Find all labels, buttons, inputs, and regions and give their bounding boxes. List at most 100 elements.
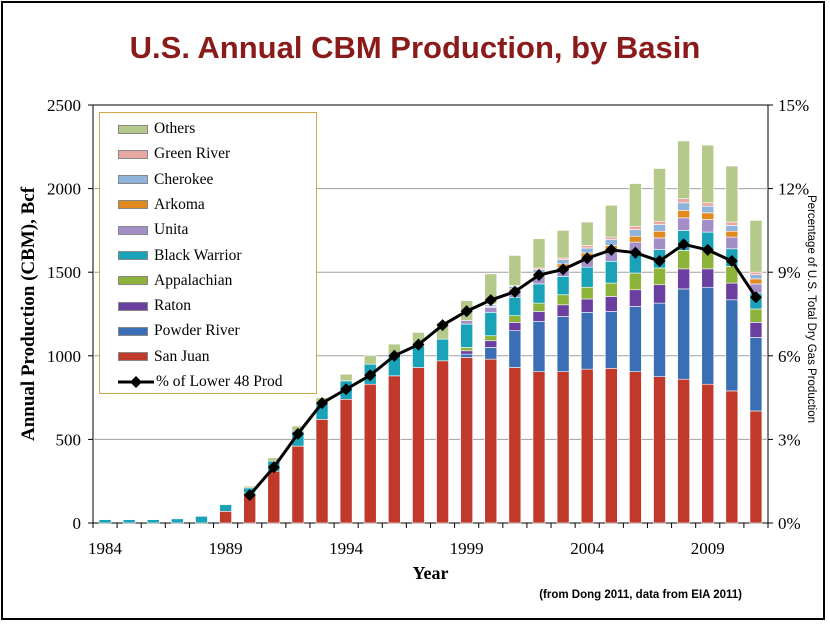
legend-swatch xyxy=(118,149,148,159)
legend-item-others: Others xyxy=(118,117,195,141)
bar-unita xyxy=(653,237,666,250)
bar-raton xyxy=(677,268,690,290)
bar-san-juan xyxy=(388,375,401,524)
y2-tick-label: 12% xyxy=(778,180,809,199)
bar-black-warrior xyxy=(532,283,546,304)
bar-san-juan xyxy=(701,383,715,524)
legend-label: Powder River xyxy=(154,322,240,340)
bar-cherokee xyxy=(749,274,763,280)
bar-san-juan xyxy=(605,368,618,524)
y-tick-label: 2500 xyxy=(47,96,81,115)
bar-san-juan xyxy=(460,357,473,524)
x-tick-label: 1989 xyxy=(209,539,243,558)
bar-san-juan xyxy=(219,510,232,524)
bar-black-warrior xyxy=(171,518,184,524)
pct-lower48-point xyxy=(532,268,545,281)
bar-others xyxy=(605,205,618,238)
x-tick-label: 2004 xyxy=(570,539,605,558)
legend-line-marker xyxy=(118,375,156,389)
bar-appalachian xyxy=(605,282,618,297)
bar-powder-river xyxy=(532,321,546,372)
bar-arkoma xyxy=(725,230,739,238)
pct-lower48-point xyxy=(316,397,329,410)
bar-appalachian xyxy=(677,250,690,270)
bar-arkoma xyxy=(749,278,763,285)
pct-lower48-point xyxy=(364,369,377,382)
legend-label: % of Lower 48 Prod xyxy=(156,373,283,390)
legend-item-san-juan: San Juan xyxy=(118,345,210,369)
bar-san-juan xyxy=(363,383,377,524)
bar-green-river xyxy=(701,202,715,207)
legend-label: Green River xyxy=(154,145,231,163)
bar-black-warrior xyxy=(195,516,208,524)
bar-black-warrior xyxy=(436,338,449,362)
bar-cherokee xyxy=(677,202,690,211)
bar-raton xyxy=(725,282,739,301)
legend-swatch xyxy=(118,276,148,286)
bar-raton xyxy=(605,296,618,312)
legend-item-raton: Raton xyxy=(118,294,191,318)
bar-appalachian xyxy=(749,308,763,323)
bar-unita xyxy=(725,236,739,250)
bar-san-juan xyxy=(580,368,594,524)
bar-cherokee xyxy=(653,224,666,232)
bar-powder-river xyxy=(701,286,715,385)
legend-item-cherokee: Cherokee xyxy=(118,168,213,192)
bar-powder-river xyxy=(580,312,594,370)
pct-lower48-point xyxy=(412,338,425,351)
bar-powder-river xyxy=(629,306,642,372)
bar-appalachian xyxy=(532,302,546,312)
bar-others xyxy=(629,183,642,227)
bar-unita xyxy=(460,320,473,325)
bar-unita xyxy=(701,219,715,233)
bar-cherokee xyxy=(725,225,739,232)
pct-lower48-point xyxy=(653,255,666,268)
bar-raton xyxy=(629,289,642,307)
pct-lower48-point xyxy=(340,383,353,396)
bar-powder-river xyxy=(508,330,522,368)
bar-others xyxy=(580,221,594,246)
y-tick-label: 0 xyxy=(73,514,82,533)
bar-others xyxy=(749,220,763,273)
bar-black-warrior xyxy=(460,323,473,348)
pct-lower48-point xyxy=(629,246,642,259)
pct-lower48-point xyxy=(508,285,521,298)
bar-san-juan xyxy=(677,378,690,524)
legend-item-appalachian: Appalachian xyxy=(118,269,232,293)
bar-san-juan xyxy=(508,367,522,524)
legend-swatch xyxy=(118,225,148,235)
pct-lower48-point xyxy=(701,243,714,256)
bar-black-warrior xyxy=(98,519,112,524)
legend-label: Others xyxy=(154,120,196,137)
bar-cherokee xyxy=(556,259,570,265)
legend-item-black-warrior: Black Warrior xyxy=(118,244,242,268)
bar-black-warrior xyxy=(508,296,522,316)
pct-lower48-point xyxy=(267,461,280,474)
bar-black-warrior xyxy=(580,266,594,288)
y2-tick-label: 0% xyxy=(778,514,801,533)
pct-lower48-point xyxy=(725,255,738,268)
legend-swatch xyxy=(118,352,148,362)
legend-swatch xyxy=(118,301,148,311)
bar-raton xyxy=(484,340,498,348)
bar-black-warrior xyxy=(605,261,618,284)
bar-san-juan xyxy=(725,390,739,524)
bar-black-warrior xyxy=(146,519,160,524)
bar-arkoma xyxy=(677,210,690,219)
bar-green-river xyxy=(605,236,618,240)
x-tick-label: 1999 xyxy=(450,539,484,558)
legend-item-unita: Unita xyxy=(118,218,188,242)
bar-raton xyxy=(532,311,546,322)
legend-swatch xyxy=(118,200,148,210)
bar-powder-river xyxy=(725,299,739,392)
y-tick-label: 2000 xyxy=(47,180,81,199)
legend-label: Appalachian xyxy=(154,271,233,289)
legend-swatch xyxy=(118,175,148,185)
bar-black-warrior xyxy=(556,276,570,296)
bar-green-river xyxy=(725,221,739,226)
bar-others xyxy=(725,165,739,223)
legend-label: Black Warrior xyxy=(154,246,242,264)
bar-raton xyxy=(749,322,763,338)
bar-appalachian xyxy=(460,347,473,352)
